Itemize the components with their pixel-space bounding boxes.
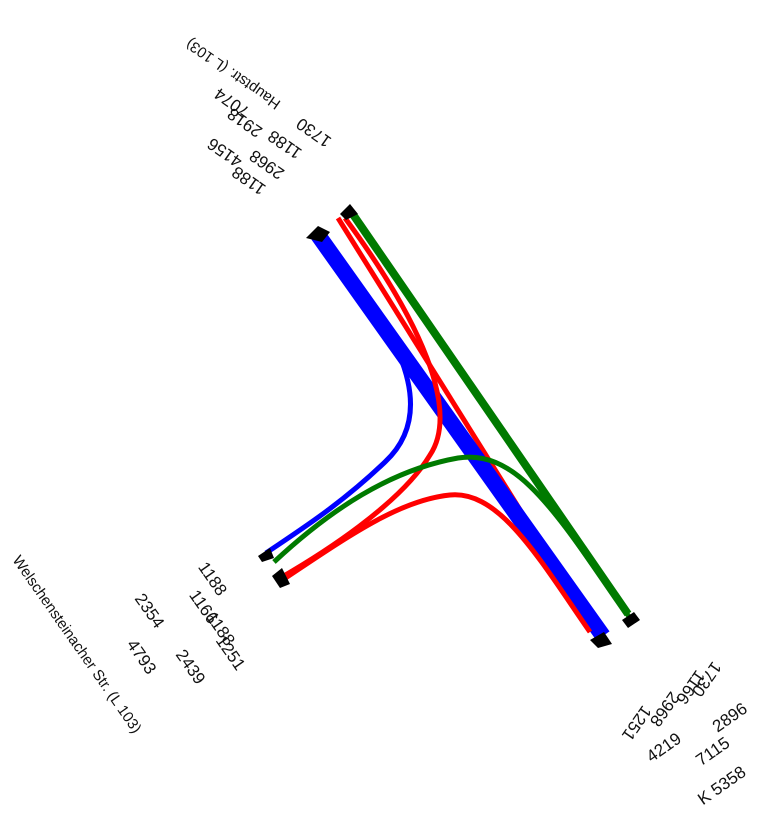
arrow-marker-west-out [258,548,274,562]
west-road-name: Welschensteinacher Str. (L 103) [9,553,145,737]
flow-blue-north-southeast [311,230,610,641]
southeast-subtotal: 2896 [709,699,751,736]
arrow-marker-north-out [340,204,358,220]
flow-red-west-southeast [282,492,593,634]
southeast-subtotal: 4219 [643,729,685,766]
arrow-marker-southeast-out [590,632,612,648]
flow-blue-north-west [264,236,413,556]
arrow-marker-southeast-in [622,612,640,628]
west-flow-value: 1251 [212,632,249,674]
southeast-total: 7115 [692,733,733,770]
west-total: 4793 [123,636,160,678]
west-subtotal: 2439 [172,646,209,688]
southeast-flow-value: 1251 [618,702,655,744]
arrow-marker-north-in [306,226,330,242]
flow-green-west-southeast [272,454,633,620]
arrow-marker-west-in [272,568,290,588]
west-subtotal: 2354 [131,590,168,632]
